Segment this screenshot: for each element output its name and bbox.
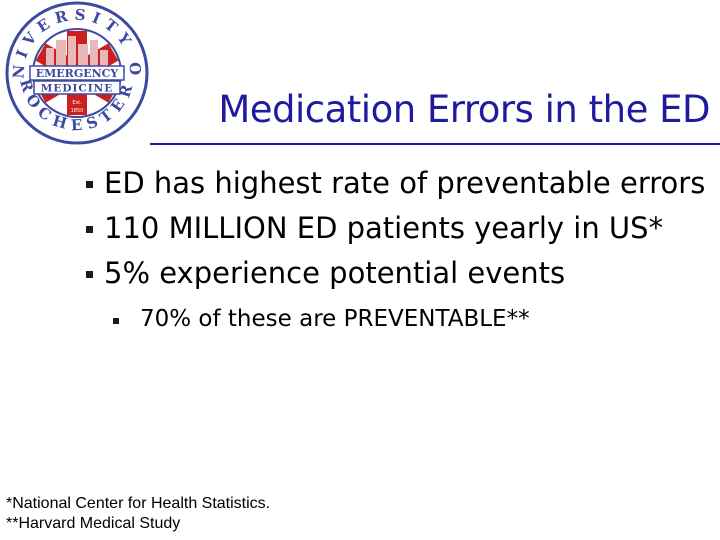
bullet-marker bbox=[86, 226, 93, 233]
bullet-item: ED has highest rate of preventable error… bbox=[86, 166, 706, 200]
university-emergency-medicine-logo: UNIVERSITY OF ROCHESTER EMERGENCY MEDICI… bbox=[4, 0, 149, 145]
bullet-marker bbox=[113, 318, 119, 324]
sub-bullet-item: 70% of these are PREVENTABLE** bbox=[113, 306, 530, 332]
bullet-item: 5% experience potential events bbox=[86, 256, 566, 290]
bullet-marker bbox=[86, 181, 93, 188]
bullet-marker bbox=[86, 271, 93, 278]
bullet-text: 5% experience potential events bbox=[104, 256, 566, 290]
footnotes: *National Center for Health Statistics. … bbox=[6, 494, 270, 534]
bullet-text: 110 MILLION ED patients yearly in US* bbox=[104, 211, 664, 245]
logo-est-year: 1850 bbox=[71, 108, 84, 114]
logo-banner-emergency: EMERGENCY bbox=[36, 67, 119, 80]
bullet-item: 110 MILLION ED patients yearly in US* bbox=[86, 211, 664, 245]
logo-banner-medicine: MEDICINE bbox=[41, 83, 114, 95]
slide-title: Medication Errors in the ED bbox=[218, 88, 710, 131]
title-divider bbox=[150, 143, 720, 145]
sub-bullet-text: 70% of these are PREVENTABLE** bbox=[140, 306, 530, 332]
footnote-line: **Harvard Medical Study bbox=[6, 515, 181, 532]
logo-est-label: Est. bbox=[72, 100, 82, 106]
logo-skyline bbox=[46, 36, 108, 70]
bullet-text: ED has highest rate of preventable error… bbox=[104, 166, 706, 200]
footnote-line: *National Center for Health Statistics. bbox=[6, 495, 271, 512]
